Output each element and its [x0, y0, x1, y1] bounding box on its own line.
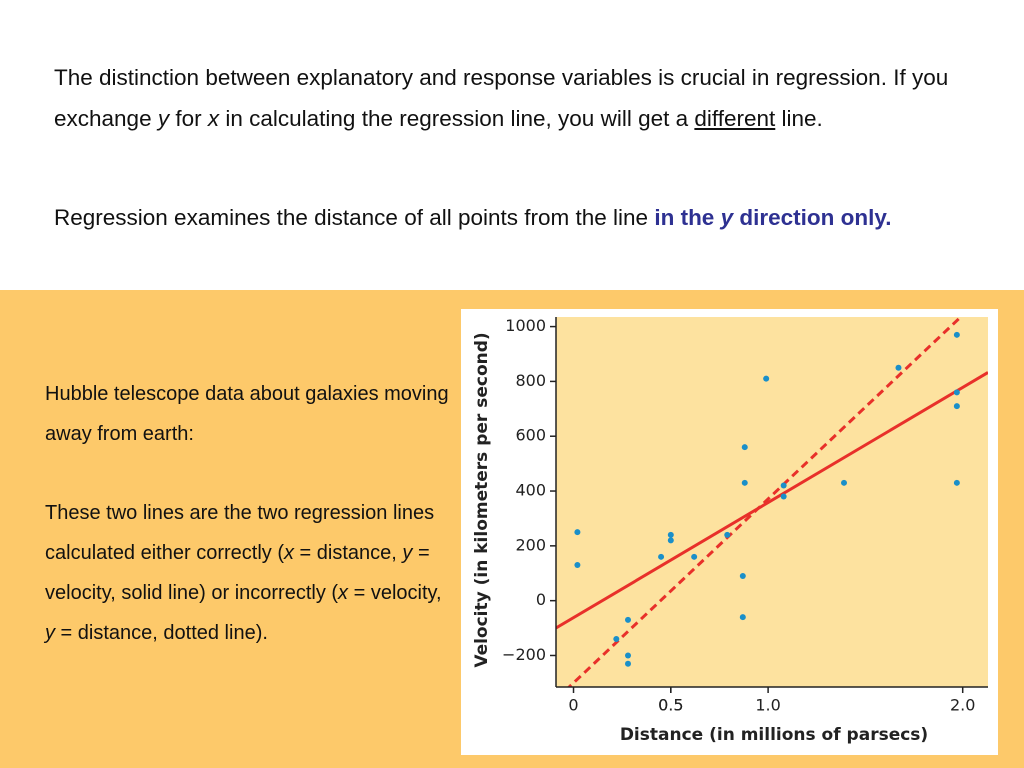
point — [625, 652, 631, 659]
y-tick-label: 800 — [515, 371, 546, 390]
point — [574, 562, 581, 569]
y-tick-label: 200 — [515, 535, 546, 554]
point — [658, 553, 665, 560]
point — [667, 531, 674, 538]
y-tick-label: −200 — [502, 645, 546, 664]
plot-area — [556, 317, 988, 687]
lines — [556, 317, 988, 687]
point — [953, 479, 960, 486]
point — [691, 553, 698, 560]
text: y — [402, 542, 413, 564]
text: in calculating the regression line, you … — [219, 105, 695, 131]
highlight: y — [720, 205, 734, 230]
point — [763, 375, 770, 382]
text: = distance, — [293, 542, 403, 564]
regression-line — [566, 317, 963, 687]
regression-line — [556, 371, 988, 630]
point — [780, 482, 787, 489]
point — [739, 614, 746, 621]
y-axis-label: Velocity (in kilometers per second) — [472, 332, 492, 667]
point — [953, 389, 960, 396]
paragraph: The distinction between explanatory and … — [54, 58, 984, 139]
text: = distance, dotted line). — [55, 622, 268, 644]
point — [724, 531, 731, 538]
side-text: These two lines are the two regression l… — [45, 493, 450, 653]
text: x — [283, 542, 294, 564]
text: = velocity, — [348, 582, 442, 604]
x-tick-label: 0 — [568, 696, 578, 715]
x-axis-label: Distance (in millions of parsecs) — [620, 725, 928, 745]
x-tick-label: 0.5 — [658, 696, 683, 715]
text: y — [45, 622, 55, 644]
side-text: Hubble telescope data about galaxies mov… — [45, 383, 449, 445]
point — [780, 493, 787, 500]
paragraph: Regression examines the distance of all … — [54, 198, 984, 239]
y-tick-label: 1000 — [505, 316, 546, 335]
text: x — [207, 105, 220, 131]
top-area — [0, 0, 1024, 290]
x-tick-label: 1.0 — [755, 696, 780, 715]
text: line. — [775, 105, 823, 131]
x-tick-label: 0.5 — [658, 696, 683, 715]
point — [625, 660, 631, 667]
text: The distinction between explanatory and … — [54, 65, 949, 131]
text: = velocity, solid line) or incorrectly ( — [45, 542, 430, 604]
point — [574, 529, 581, 536]
text: y — [157, 105, 170, 131]
point — [613, 636, 620, 643]
highlight: in the — [654, 205, 721, 230]
x-tick-label: 2.0 — [950, 696, 975, 715]
point — [953, 403, 960, 410]
y-tick-label: 600 — [515, 426, 546, 445]
highlight: direction only. — [733, 205, 892, 230]
y-tick-label: 0 — [536, 590, 546, 609]
text: These two lines are the two regression l… — [45, 502, 435, 564]
point — [625, 616, 631, 623]
text: for — [169, 105, 208, 131]
y-tick-label: 400 — [515, 481, 546, 500]
point — [741, 479, 748, 486]
point — [895, 364, 902, 371]
point — [953, 331, 960, 338]
point — [741, 444, 748, 451]
point — [667, 537, 674, 544]
text: x — [338, 582, 349, 604]
point — [841, 479, 847, 486]
text: different — [694, 105, 776, 131]
text: Regression examines the distance of all … — [54, 205, 655, 230]
point — [739, 573, 746, 579]
chart: Distance (in millions of parsecs) Veloci… — [461, 309, 998, 755]
